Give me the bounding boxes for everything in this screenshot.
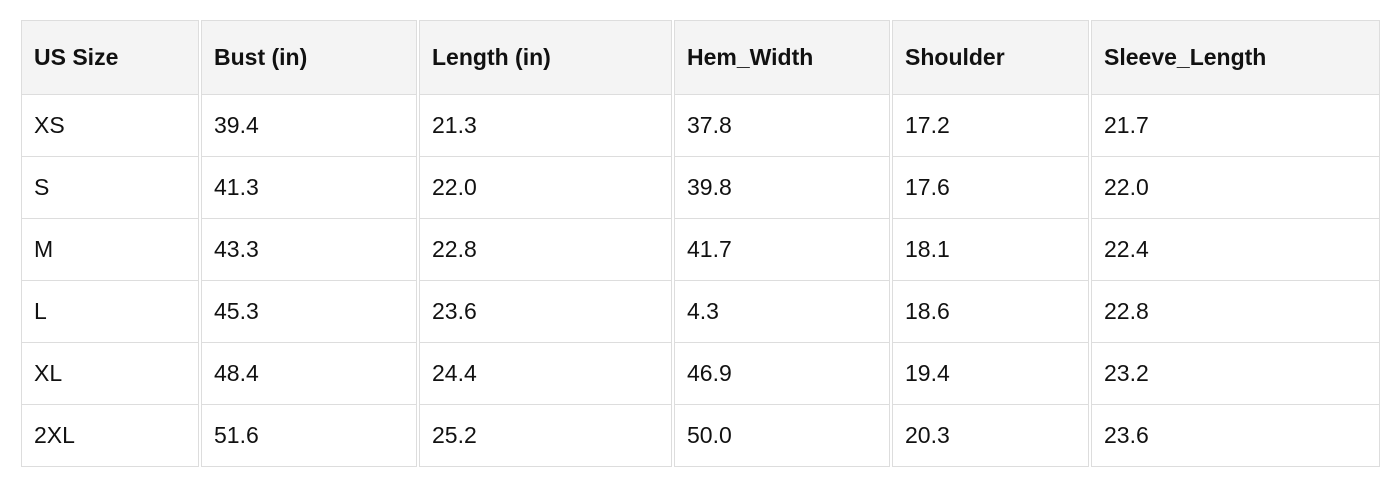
cell-hem-width: 37.8 — [674, 95, 890, 157]
cell-sleeve-length: 23.6 — [1091, 405, 1380, 467]
cell-bust: 39.4 — [201, 95, 417, 157]
cell-length: 21.3 — [419, 95, 672, 157]
table-row: M 43.3 22.8 41.7 18.1 22.4 — [21, 219, 1380, 281]
header-shoulder: Shoulder — [892, 20, 1089, 95]
table-row: XL 48.4 24.4 46.9 19.4 23.2 — [21, 343, 1380, 405]
header-length: Length (in) — [419, 20, 672, 95]
table-row: S 41.3 22.0 39.8 17.6 22.0 — [21, 157, 1380, 219]
cell-bust: 51.6 — [201, 405, 417, 467]
header-bust: Bust (in) — [201, 20, 417, 95]
cell-bust: 41.3 — [201, 157, 417, 219]
header-row: US Size Bust (in) Length (in) Hem_Width … — [21, 20, 1380, 95]
cell-us-size: M — [21, 219, 199, 281]
cell-shoulder: 18.1 — [892, 219, 1089, 281]
header-sleeve-length: Sleeve_Length — [1091, 20, 1380, 95]
cell-sleeve-length: 23.2 — [1091, 343, 1380, 405]
cell-sleeve-length: 22.0 — [1091, 157, 1380, 219]
cell-hem-width: 4.3 — [674, 281, 890, 343]
table-row: L 45.3 23.6 4.3 18.6 22.8 — [21, 281, 1380, 343]
cell-shoulder: 20.3 — [892, 405, 1089, 467]
cell-bust: 43.3 — [201, 219, 417, 281]
cell-shoulder: 19.4 — [892, 343, 1089, 405]
cell-length: 25.2 — [419, 405, 672, 467]
size-chart-table: US Size Bust (in) Length (in) Hem_Width … — [19, 20, 1382, 467]
cell-hem-width: 46.9 — [674, 343, 890, 405]
cell-length: 23.6 — [419, 281, 672, 343]
cell-us-size: 2XL — [21, 405, 199, 467]
cell-us-size: XL — [21, 343, 199, 405]
cell-length: 22.8 — [419, 219, 672, 281]
cell-hem-width: 39.8 — [674, 157, 890, 219]
cell-bust: 48.4 — [201, 343, 417, 405]
cell-us-size: S — [21, 157, 199, 219]
cell-shoulder: 17.2 — [892, 95, 1089, 157]
cell-hem-width: 50.0 — [674, 405, 890, 467]
header-hem-width: Hem_Width — [674, 20, 890, 95]
cell-us-size: L — [21, 281, 199, 343]
cell-sleeve-length: 22.4 — [1091, 219, 1380, 281]
cell-sleeve-length: 21.7 — [1091, 95, 1380, 157]
cell-shoulder: 17.6 — [892, 157, 1089, 219]
table-row: XS 39.4 21.3 37.8 17.2 21.7 — [21, 95, 1380, 157]
cell-shoulder: 18.6 — [892, 281, 1089, 343]
cell-us-size: XS — [21, 95, 199, 157]
cell-length: 22.0 — [419, 157, 672, 219]
cell-bust: 45.3 — [201, 281, 417, 343]
cell-hem-width: 41.7 — [674, 219, 890, 281]
header-us-size: US Size — [21, 20, 199, 95]
cell-length: 24.4 — [419, 343, 672, 405]
table-row: 2XL 51.6 25.2 50.0 20.3 23.6 — [21, 405, 1380, 467]
cell-sleeve-length: 22.8 — [1091, 281, 1380, 343]
